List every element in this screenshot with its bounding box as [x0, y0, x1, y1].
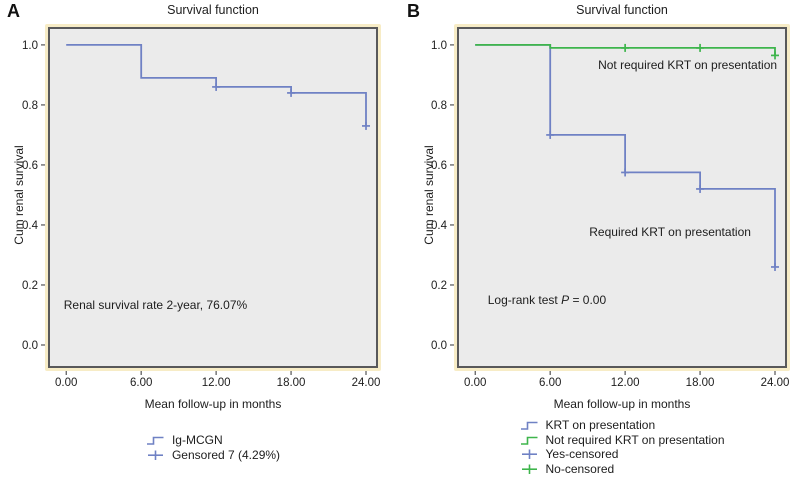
svg-text:1.0: 1.0 [431, 40, 447, 52]
legend-item: KRT on presentation [520, 418, 725, 433]
svg-text:1.0: 1.0 [22, 40, 38, 52]
svg-text:6.00: 6.00 [539, 377, 561, 389]
legend-item: Not required KRT on presentation [520, 433, 725, 448]
svg-text:0.00: 0.00 [55, 377, 77, 389]
step-line-icon [520, 436, 537, 445]
legend-label: Gensored 7 (4.29%) [171, 447, 281, 462]
svg-text:12.00: 12.00 [611, 377, 640, 389]
svg-text:18.00: 18.00 [686, 377, 715, 389]
svg-text:12.00: 12.00 [202, 377, 231, 389]
panel-b: B Survival function Cum renal survival 0… [397, 0, 793, 476]
legend: Ig-MCGN Gensored 7 (4.29%) [45, 433, 381, 466]
legend-item: Ig-MCGN [146, 433, 280, 448]
x-axis-label: Mean follow-up in months [144, 397, 282, 411]
censor-plus-icon [521, 449, 537, 460]
step-line-icon [520, 421, 537, 431]
censor-plus-icon [147, 450, 163, 460]
panel-b-label: B [407, 1, 421, 21]
svg-text:0.8: 0.8 [22, 100, 38, 112]
y-axis-label: Cum renal survival [422, 145, 436, 245]
legend-item: Yes-censored [520, 447, 725, 462]
panel-a: A Survival function Cum renal survival 0… [0, 0, 396, 475]
chart-title: Survival function [576, 3, 668, 17]
legend-item: No-censored [520, 462, 725, 477]
legend-label: KRT on presentation [545, 418, 656, 433]
svg-text:24.00: 24.00 [352, 377, 381, 389]
legend-items: Ig-MCGN Gensored 7 (4.29%) [146, 433, 280, 462]
svg-text:0.2: 0.2 [22, 280, 38, 292]
step-line-icon [146, 436, 164, 446]
chart-title: Survival function [167, 3, 259, 17]
plot-area [45, 24, 381, 371]
svg-text:18.00: 18.00 [277, 377, 306, 389]
svg-text:0.8: 0.8 [431, 100, 447, 112]
svg-text:0.00: 0.00 [464, 377, 486, 389]
x-axis-label: Mean follow-up in months [553, 397, 691, 411]
legend-items: KRT on presentation Not required KRT on p… [520, 418, 725, 476]
legend-label: Ig-MCGN [171, 433, 223, 448]
svg-text:0.0: 0.0 [431, 340, 447, 352]
plot-frame [48, 27, 378, 368]
svg-text:24.00: 24.00 [761, 377, 790, 389]
plot-background [459, 29, 785, 366]
plot-area [454, 24, 790, 371]
legend-label: No-censored [545, 462, 615, 477]
y-axis-label: Cum renal survival [12, 145, 26, 245]
legend-item: Gensored 7 (4.29%) [146, 448, 280, 463]
svg-text:0.0: 0.0 [22, 340, 38, 352]
legend: KRT on presentation Not required KRT on p… [454, 418, 790, 480]
svg-text:0.2: 0.2 [431, 280, 447, 292]
svg-text:6.00: 6.00 [130, 377, 152, 389]
plot-background [50, 29, 376, 366]
legend-label: Yes-censored [545, 447, 619, 462]
panel-a-label: A [7, 1, 21, 21]
censor-plus-icon [521, 464, 537, 475]
plot-frame [457, 27, 787, 368]
legend-label: Not required KRT on presentation [545, 432, 725, 447]
